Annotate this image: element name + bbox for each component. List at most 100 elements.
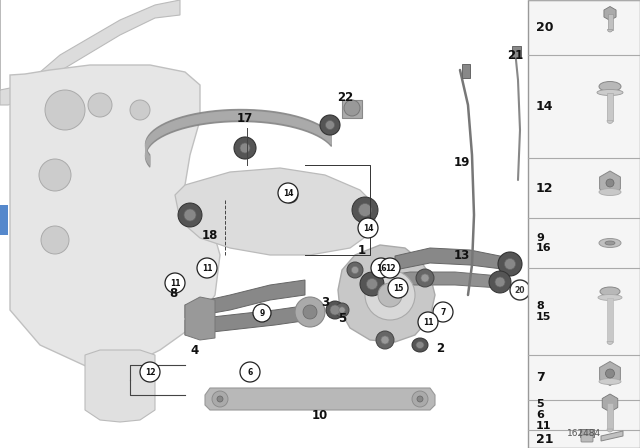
Text: 17: 17 (237, 112, 253, 125)
Polygon shape (10, 65, 220, 368)
Polygon shape (175, 168, 375, 255)
Text: 7: 7 (536, 371, 545, 384)
Ellipse shape (326, 301, 344, 319)
Text: 5: 5 (338, 311, 346, 324)
Circle shape (606, 179, 614, 187)
Ellipse shape (416, 341, 424, 349)
Circle shape (197, 258, 217, 278)
Circle shape (352, 197, 378, 223)
Circle shape (381, 336, 389, 344)
Text: 16: 16 (376, 263, 387, 272)
Bar (512, 46, 521, 58)
Circle shape (88, 93, 112, 117)
Polygon shape (185, 280, 305, 318)
Text: 162484: 162484 (567, 429, 601, 438)
Bar (607, 13, 612, 30)
Circle shape (240, 143, 250, 153)
Text: 22: 22 (337, 90, 353, 103)
Circle shape (376, 331, 394, 349)
Circle shape (504, 258, 515, 270)
Circle shape (412, 391, 428, 407)
Circle shape (380, 258, 400, 278)
Wedge shape (607, 429, 613, 432)
FancyBboxPatch shape (581, 435, 593, 442)
Circle shape (347, 262, 363, 278)
Ellipse shape (599, 189, 621, 195)
Circle shape (365, 270, 415, 320)
Circle shape (253, 304, 271, 322)
Circle shape (240, 362, 260, 382)
Ellipse shape (599, 238, 621, 247)
Circle shape (371, 258, 391, 278)
Circle shape (367, 279, 378, 289)
Bar (462, 64, 470, 78)
Polygon shape (185, 297, 215, 340)
Ellipse shape (597, 90, 623, 95)
Circle shape (140, 362, 160, 382)
Circle shape (421, 274, 429, 282)
Circle shape (416, 269, 434, 287)
Circle shape (303, 305, 317, 319)
Circle shape (339, 307, 345, 313)
Bar (580, 429, 594, 437)
Text: 12: 12 (145, 367, 156, 376)
Circle shape (344, 100, 360, 116)
Wedge shape (607, 30, 612, 32)
Text: 14: 14 (536, 100, 554, 113)
Text: 14: 14 (363, 224, 373, 233)
Circle shape (234, 137, 256, 159)
Text: 13: 13 (454, 249, 470, 262)
Bar (607, 403, 613, 429)
Ellipse shape (598, 294, 622, 301)
Text: 2: 2 (436, 341, 444, 354)
Bar (607, 297, 613, 341)
Bar (528, 0, 640, 448)
Circle shape (335, 303, 349, 317)
Wedge shape (607, 121, 613, 124)
Bar (607, 92, 613, 121)
Text: 4: 4 (191, 344, 199, 357)
Text: 8
15: 8 15 (536, 301, 552, 322)
Polygon shape (338, 245, 435, 342)
Circle shape (358, 203, 371, 216)
Ellipse shape (599, 82, 621, 91)
Text: 11: 11 (170, 279, 180, 288)
Circle shape (326, 121, 335, 129)
Circle shape (378, 283, 402, 307)
Text: 3: 3 (321, 296, 329, 309)
Ellipse shape (600, 287, 620, 296)
Circle shape (417, 396, 423, 402)
Text: 6: 6 (248, 367, 253, 376)
Polygon shape (395, 248, 510, 270)
Circle shape (39, 159, 71, 191)
Circle shape (278, 183, 298, 203)
Ellipse shape (330, 305, 340, 315)
Circle shape (217, 396, 223, 402)
Ellipse shape (599, 379, 621, 384)
Text: 9
16: 9 16 (536, 233, 552, 254)
Polygon shape (0, 0, 180, 105)
Ellipse shape (605, 241, 615, 245)
Text: 1: 1 (358, 244, 366, 257)
Bar (342, 100, 362, 118)
Text: 15: 15 (393, 284, 403, 293)
Wedge shape (607, 341, 613, 345)
Circle shape (388, 278, 408, 298)
Circle shape (165, 273, 185, 293)
Text: 7: 7 (440, 307, 445, 316)
Ellipse shape (412, 338, 428, 352)
Text: 8: 8 (169, 287, 177, 300)
Text: 18: 18 (202, 228, 218, 241)
Circle shape (212, 391, 228, 407)
Circle shape (286, 191, 294, 199)
Bar (0, 205, 8, 235)
Circle shape (184, 209, 196, 221)
Circle shape (360, 272, 384, 296)
Circle shape (510, 280, 530, 300)
Text: 20: 20 (515, 285, 525, 294)
Circle shape (489, 271, 511, 293)
Circle shape (418, 312, 438, 332)
Text: 11: 11 (202, 263, 212, 272)
Polygon shape (372, 272, 500, 290)
Text: 20: 20 (536, 21, 554, 34)
